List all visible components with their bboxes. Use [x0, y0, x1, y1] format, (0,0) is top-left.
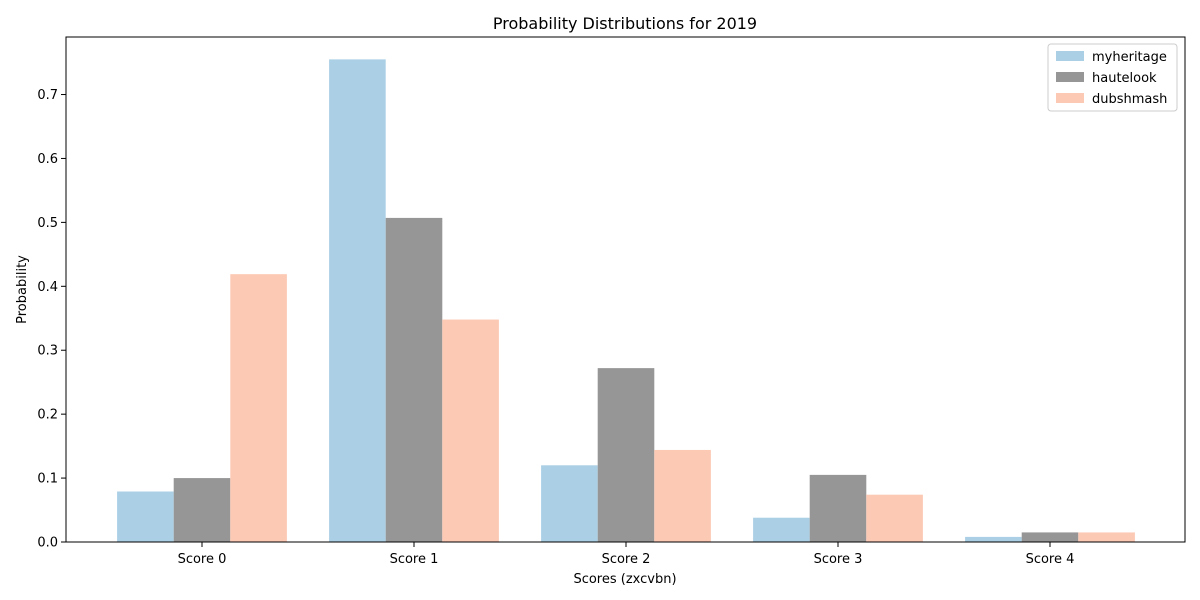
- bar-hautelook-score-1: [385, 217, 443, 542]
- x-tick-label: Score 3: [814, 552, 863, 567]
- y-tick-label: 0.1: [37, 472, 58, 487]
- legend-label-myheritage: myheritage: [1092, 50, 1167, 65]
- legend-swatch-hautelook: [1056, 72, 1084, 82]
- x-tick-label: Score 0: [178, 552, 227, 567]
- y-axis-label: Probability: [15, 255, 30, 324]
- legend-swatch-dubshmash: [1056, 93, 1084, 103]
- bar-myheritage-score-4: [965, 536, 1022, 542]
- y-axis: 0.0 0.1 0.2 0.3 0.4 0.5 0.6 0.7: [37, 88, 66, 551]
- bar-hautelook-score-3: [809, 474, 867, 542]
- y-tick-label: 0.0: [37, 536, 58, 551]
- y-tick-label: 0.7: [37, 88, 58, 103]
- y-tick-label: 0.6: [37, 152, 58, 167]
- bar-myheritage-score-1: [329, 59, 386, 543]
- x-tick-label: Score 1: [390, 552, 439, 567]
- y-tick-label: 0.3: [37, 344, 58, 359]
- bars-layer: [117, 59, 1135, 543]
- bar-myheritage-score-0: [117, 491, 174, 542]
- bar-hautelook-score-4: [1021, 532, 1079, 542]
- x-axis-label: Scores (zxcvbn): [573, 572, 676, 587]
- legend: myheritage hautelook dubshmash: [1047, 43, 1178, 112]
- bar-dubshmash-score-3: [866, 494, 923, 542]
- x-tick-label: Score 2: [602, 552, 651, 567]
- x-tick-label: Score 4: [1026, 552, 1075, 567]
- y-tick-label: 0.5: [37, 216, 58, 231]
- bar-dubshmash-score-4: [1078, 532, 1135, 542]
- y-tick-label: 0.4: [37, 280, 58, 295]
- bar-hautelook-score-2: [597, 368, 655, 542]
- y-tick-label: 0.2: [37, 408, 58, 423]
- bar-myheritage-score-2: [541, 465, 598, 542]
- legend-swatch-myheritage: [1056, 51, 1084, 61]
- bar-dubshmash-score-0: [230, 274, 287, 542]
- bar-dubshmash-score-1: [442, 319, 499, 542]
- bar-hautelook-score-0: [173, 478, 231, 542]
- bar-myheritage-score-3: [753, 517, 810, 542]
- legend-label-dubshmash: dubshmash: [1092, 92, 1167, 107]
- legend-label-hautelook: hautelook: [1092, 71, 1157, 86]
- bar-dubshmash-score-2: [654, 449, 711, 542]
- chart-title: Probability Distributions for 2019: [493, 14, 757, 33]
- x-axis: Score 0 Score 1 Score 2 Score 3 Score 4: [178, 542, 1075, 567]
